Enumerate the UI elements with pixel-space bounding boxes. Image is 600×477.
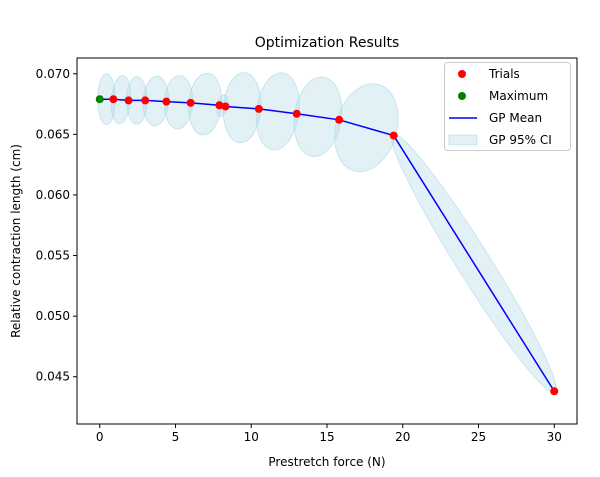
x-axis-title: Prestretch force (N) bbox=[268, 455, 385, 469]
trials-point-4 bbox=[186, 98, 195, 107]
x-tick-label-1: 5 bbox=[172, 430, 180, 444]
scatter-layer bbox=[95, 95, 559, 396]
legend-label-gp-95-ci: GP 95% CI bbox=[489, 133, 552, 147]
legend-box bbox=[444, 62, 571, 151]
trials-point-6 bbox=[221, 102, 230, 111]
x-tick-label-5: 25 bbox=[471, 430, 486, 444]
legend-marker-gp-95-ci bbox=[448, 134, 478, 146]
y-tick-label-5: 0.070 bbox=[36, 67, 70, 81]
trials-point-5 bbox=[215, 101, 224, 110]
y-tick-label-0: 0.045 bbox=[36, 370, 70, 384]
trials-point-0 bbox=[109, 95, 118, 104]
trials-point-8 bbox=[292, 109, 301, 118]
x-tick-label-0: 0 bbox=[96, 430, 104, 444]
x-axis: 0 5 10 15 20 25 30 bbox=[96, 424, 562, 444]
maximum-point-0 bbox=[95, 95, 104, 104]
legend-label-maximum: Maximum bbox=[489, 89, 548, 103]
legend: Trials Maximum GP Mean GP 95% CI bbox=[444, 62, 571, 151]
chart-title: Optimization Results bbox=[255, 35, 400, 51]
y-tick-label-1: 0.050 bbox=[36, 309, 70, 323]
trials-point-10 bbox=[389, 131, 398, 140]
y-axis: 0.045 0.050 0.055 0.060 0.065 0.070 bbox=[36, 67, 77, 384]
trials-point-3 bbox=[162, 97, 171, 106]
x-tick-label-6: 30 bbox=[547, 430, 562, 444]
legend-label-trials: Trials bbox=[488, 67, 520, 81]
trials-point-2 bbox=[141, 96, 150, 105]
y-axis-title: Relative contraction length (cm) bbox=[9, 144, 23, 338]
trials-point-9 bbox=[335, 115, 344, 124]
x-tick-label-2: 10 bbox=[244, 430, 259, 444]
y-tick-label-4: 0.065 bbox=[36, 127, 70, 141]
x-tick-label-3: 15 bbox=[319, 430, 334, 444]
legend-label-gp-mean: GP Mean bbox=[489, 111, 542, 125]
y-tick-label-2: 0.055 bbox=[36, 249, 70, 263]
y-tick-label-3: 0.060 bbox=[36, 188, 70, 202]
trials-point-11 bbox=[550, 387, 559, 396]
x-tick-label-4: 20 bbox=[395, 430, 410, 444]
trials-point-1 bbox=[124, 96, 133, 105]
legend-marker-maximum bbox=[458, 92, 466, 100]
trials-point-7 bbox=[254, 104, 263, 113]
legend-marker-trials bbox=[458, 70, 466, 78]
